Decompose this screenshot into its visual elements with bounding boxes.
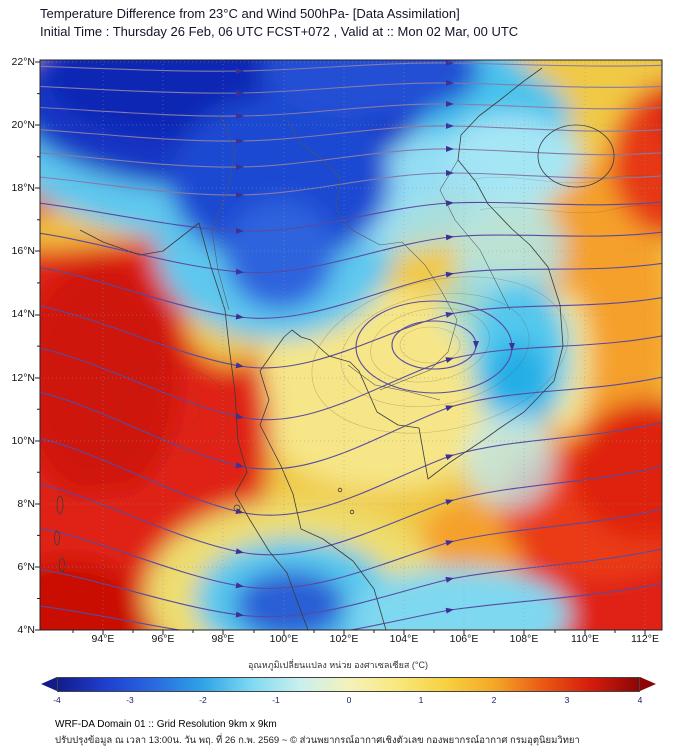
country-borders: [211, 114, 511, 401]
map-canvas: [35, 59, 663, 635]
chart-title: Temperature Difference from 23°C and Win…: [40, 6, 460, 21]
colorbar-tick: 1: [418, 695, 424, 705]
footer-domain-info: WRF-DA Domain 01 :: Grid Resolution 9km …: [55, 719, 277, 730]
x-tick: 112°E: [631, 633, 659, 645]
colorbar-tick: -1: [272, 695, 280, 705]
x-tick: 108°E: [509, 633, 539, 645]
x-tick: 94°E: [91, 633, 115, 645]
colorbar-title: อุณหภูมิเปลี่ยนแปลง หน่วย องศาเซลเซียส (…: [248, 660, 428, 670]
colorbar-tick: 4: [637, 695, 643, 705]
colorbar-tick: -2: [199, 695, 207, 705]
x-tick: 104°E: [389, 633, 419, 645]
y-tick: 8°N: [17, 498, 35, 510]
y-tick: 10°N: [11, 435, 35, 447]
colorbar-left-arrow: [41, 677, 57, 691]
grid-lines: [40, 60, 662, 630]
map-border: [39, 59, 663, 631]
colorbar-tick: 0: [346, 695, 352, 705]
footer-credit: ปรับปรุงข้อมูล ณ เวลา 13:00น. วัน พฤ. ที…: [55, 735, 580, 746]
y-tick: 14°N: [11, 308, 35, 320]
colorbar-tick: 3: [564, 695, 570, 705]
x-tick: 98°E: [211, 633, 235, 645]
chart-subtitle: Initial Time : Thursday 26 Feb, 06 UTC F…: [40, 24, 519, 39]
colorbar-tick: -4: [53, 695, 61, 705]
x-tick: 102°E: [329, 633, 359, 645]
x-tick: 100°E: [269, 633, 299, 645]
axis-ticks: [35, 61, 646, 635]
y-tick: 12°N: [11, 372, 35, 384]
colorbar-right-arrow: [640, 677, 656, 691]
x-tick: 96°E: [151, 633, 175, 645]
colorbar-gradient: [57, 677, 640, 692]
y-tick: 4°N: [17, 624, 35, 636]
colorbar-tick: -3: [126, 695, 134, 705]
y-tick: 20°N: [11, 119, 35, 131]
y-tick: 22°N: [11, 56, 35, 68]
y-tick: 6°N: [17, 561, 35, 573]
y-tick: 16°N: [11, 245, 35, 257]
y-tick: 18°N: [11, 182, 35, 194]
x-tick: 110°E: [571, 633, 599, 645]
x-tick: 106°E: [449, 633, 479, 645]
colorbar-tick: 2: [491, 695, 497, 705]
wind-streamlines: [40, 60, 662, 630]
